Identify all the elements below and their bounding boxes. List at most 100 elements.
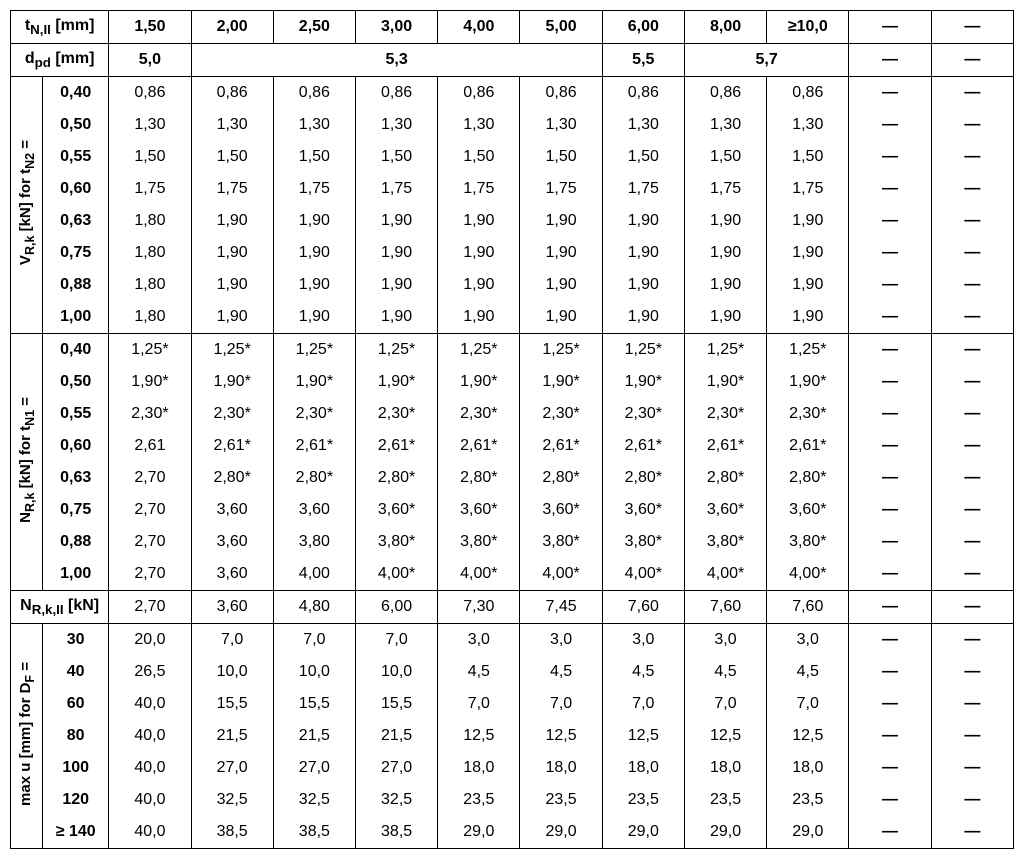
data-cell: 1,80 xyxy=(109,237,191,269)
data-cell: 3,80 xyxy=(273,526,355,558)
data-cell: 1,90 xyxy=(191,205,273,237)
data-cell: 27,0 xyxy=(355,752,437,784)
data-cell: 3,60* xyxy=(602,494,684,526)
data-cell: 10,0 xyxy=(191,656,273,688)
data-cell: 1,90 xyxy=(438,205,520,237)
data-cell: 1,75 xyxy=(191,173,273,205)
data-cell: 3,60* xyxy=(767,494,849,526)
dash-cell: — xyxy=(931,526,1013,558)
data-cell: 10,0 xyxy=(273,656,355,688)
data-cell: 3,80* xyxy=(602,526,684,558)
data-cell: 2,61* xyxy=(438,430,520,462)
data-cell: 7,0 xyxy=(767,688,849,720)
data-cell: 15,5 xyxy=(355,688,437,720)
data-cell: 7,60 xyxy=(684,591,766,624)
data-cell: 21,5 xyxy=(191,720,273,752)
data-cell: 1,75 xyxy=(602,173,684,205)
data-cell: 1,90* xyxy=(438,366,520,398)
data-cell: 3,60 xyxy=(191,591,273,624)
row-label: 0,50 xyxy=(43,109,109,141)
data-cell: 23,5 xyxy=(767,784,849,816)
data-cell: 1,75 xyxy=(520,173,602,205)
data-cell: 15,5 xyxy=(191,688,273,720)
data-cell: 3,60* xyxy=(520,494,602,526)
data-cell: 4,5 xyxy=(684,656,766,688)
data-cell: 1,90 xyxy=(355,269,437,301)
data-cell: 40,0 xyxy=(109,784,191,816)
data-cell: 1,90 xyxy=(273,237,355,269)
row-label: 0,50 xyxy=(43,366,109,398)
data-cell: 3,60 xyxy=(191,558,273,591)
data-cell: 23,5 xyxy=(684,784,766,816)
data-table: tN,II [mm]1,502,002,503,004,005,006,008,… xyxy=(10,10,1014,849)
data-cell: 40,0 xyxy=(109,720,191,752)
dash-cell: — xyxy=(849,752,931,784)
data-cell: 2,80* xyxy=(273,462,355,494)
data-cell: 40,0 xyxy=(109,752,191,784)
data-cell: 4,5 xyxy=(767,656,849,688)
data-cell: 1,90 xyxy=(191,269,273,301)
data-cell: 4,00* xyxy=(684,558,766,591)
data-cell: 1,90 xyxy=(684,237,766,269)
row-label: 0,55 xyxy=(43,141,109,173)
dash-cell: — xyxy=(931,816,1013,849)
data-cell: 1,75 xyxy=(355,173,437,205)
data-cell: 7,0 xyxy=(684,688,766,720)
data-cell: 40,0 xyxy=(109,816,191,849)
dash-cell: — xyxy=(849,109,931,141)
dash-cell: — xyxy=(849,430,931,462)
data-cell: 1,90 xyxy=(520,269,602,301)
data-cell: 1,25* xyxy=(767,334,849,367)
data-cell: 21,5 xyxy=(355,720,437,752)
dash-cell: — xyxy=(931,301,1013,334)
data-cell: 1,50 xyxy=(520,141,602,173)
data-cell: 2,30* xyxy=(438,398,520,430)
data-cell: 1,25* xyxy=(520,334,602,367)
data-cell: 3,80* xyxy=(438,526,520,558)
data-cell: 2,80* xyxy=(602,462,684,494)
data-cell: 1,90 xyxy=(684,269,766,301)
data-cell: 1,50 xyxy=(191,141,273,173)
row-label: ≥ 140 xyxy=(43,816,109,849)
data-cell: 0,86 xyxy=(602,77,684,110)
dash-cell: — xyxy=(849,720,931,752)
row-label: 0,75 xyxy=(43,494,109,526)
data-cell: 3,60 xyxy=(191,494,273,526)
dash-cell: — xyxy=(849,237,931,269)
data-cell: 7,60 xyxy=(767,591,849,624)
data-cell: 1,90 xyxy=(191,301,273,334)
data-cell: 2,61* xyxy=(602,430,684,462)
data-cell: 3,0 xyxy=(520,624,602,657)
section-vlabel-maxu: max u [mm] for DF = xyxy=(11,624,43,849)
row-label: 0,63 xyxy=(43,462,109,494)
data-cell: 2,61* xyxy=(191,430,273,462)
data-cell: 1,90 xyxy=(191,237,273,269)
data-cell: 1,25* xyxy=(355,334,437,367)
dash-cell: — xyxy=(849,366,931,398)
data-cell: 1,90 xyxy=(520,301,602,334)
data-cell: 2,30* xyxy=(520,398,602,430)
row-label: 30 xyxy=(43,624,109,657)
data-cell: 2,30* xyxy=(109,398,191,430)
dash-cell: — xyxy=(931,237,1013,269)
data-cell: 1,90* xyxy=(109,366,191,398)
data-cell: 4,00 xyxy=(273,558,355,591)
data-cell: 1,90 xyxy=(520,205,602,237)
data-cell: 29,0 xyxy=(767,816,849,849)
tN-col-0: 1,50 xyxy=(109,11,191,44)
data-cell: 26,5 xyxy=(109,656,191,688)
data-cell: 12,5 xyxy=(602,720,684,752)
dash-cell: — xyxy=(931,269,1013,301)
data-cell: 2,70 xyxy=(109,591,191,624)
data-cell: 38,5 xyxy=(191,816,273,849)
dash-cell: — xyxy=(931,77,1013,110)
data-cell: 20,0 xyxy=(109,624,191,657)
data-cell: 4,5 xyxy=(438,656,520,688)
dash-cell: — xyxy=(849,44,931,77)
data-cell: 18,0 xyxy=(520,752,602,784)
dash-cell: — xyxy=(849,269,931,301)
dash-cell: — xyxy=(849,11,931,44)
data-cell: 1,25* xyxy=(109,334,191,367)
data-cell: 2,80* xyxy=(191,462,273,494)
dash-cell: — xyxy=(849,205,931,237)
